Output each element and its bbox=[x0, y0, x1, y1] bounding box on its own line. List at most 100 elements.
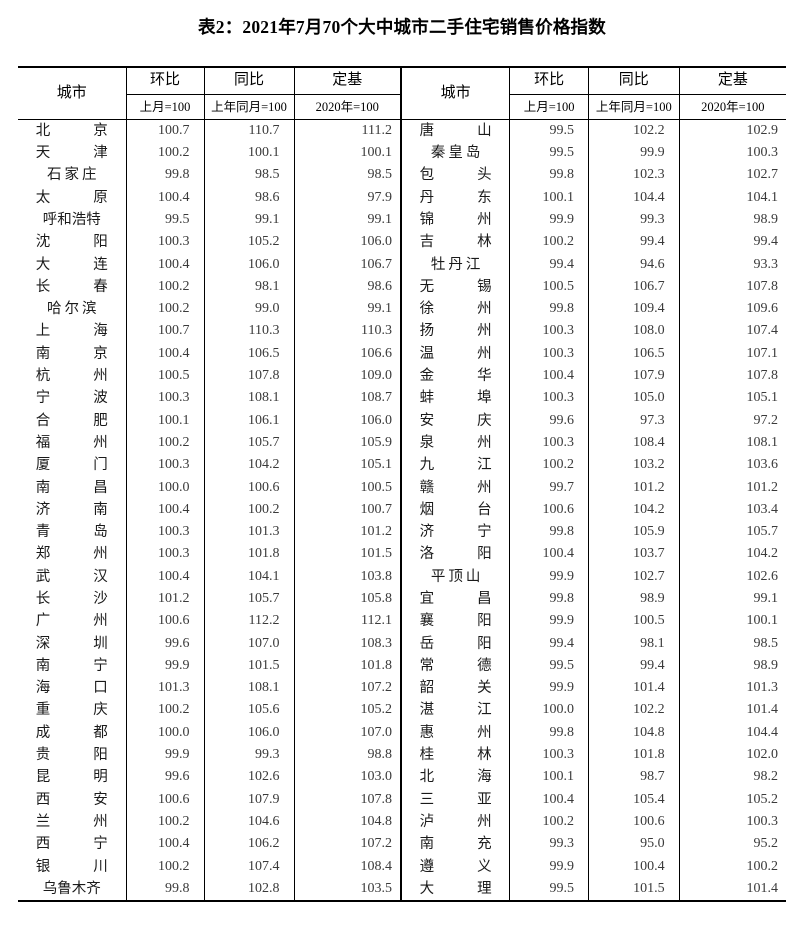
cell-mom: 100.2 bbox=[126, 142, 205, 165]
cell-base: 105.2 bbox=[746, 791, 779, 807]
cell-mom: 99.8 bbox=[509, 521, 589, 544]
cell-city: 合肥 bbox=[18, 409, 127, 432]
cell-mom: 99.9 bbox=[509, 855, 589, 878]
cell-yoy: 105.4 bbox=[588, 788, 680, 811]
table-row: 襄阳 99.9 100.5 100.1 bbox=[401, 610, 786, 633]
cell-yoy: 106.5 bbox=[588, 342, 680, 366]
cell-yoy: 108.1 bbox=[204, 387, 295, 410]
cell-yoy: 99.9 bbox=[588, 142, 680, 165]
cell-mom: 100.6 bbox=[509, 498, 589, 522]
cell-mom: 100.4 bbox=[126, 498, 205, 522]
table-row: 厦门 100.3 104.2 105.1 bbox=[18, 454, 400, 477]
cell-mom: 101.3 bbox=[126, 677, 205, 700]
cell-mom: 99.5 bbox=[509, 877, 589, 903]
table-row: 银川 100.2 107.4 108.4 bbox=[18, 855, 400, 878]
table-row: 洛阳 100.4 103.7 104.2 bbox=[401, 543, 786, 566]
cell-base: 100.5 bbox=[360, 479, 393, 495]
cell-base: 102.6 bbox=[746, 568, 779, 584]
cell-base: 112.1 bbox=[361, 613, 392, 629]
cell-city: 南昌 bbox=[18, 476, 127, 499]
cell-city: 包头 bbox=[401, 164, 511, 187]
cell-base: 106.6 bbox=[360, 345, 393, 361]
table-row: 遵义 99.9 100.4 100.2 bbox=[401, 855, 786, 878]
cell-base: 98.8 bbox=[367, 747, 393, 763]
table-row: 包头 99.8 102.3 102.7 bbox=[401, 164, 786, 187]
cell-mom: 99.5 bbox=[126, 208, 205, 232]
cell-mom: 99.9 bbox=[509, 610, 589, 633]
cell-yoy: 102.3 bbox=[588, 164, 680, 187]
cell-city: 北京 bbox=[18, 119, 127, 143]
cell-city: 南充 bbox=[401, 833, 511, 856]
cell-base: 105.8 bbox=[360, 590, 393, 606]
table-row: 长沙 101.2 105.7 105.8 bbox=[18, 587, 400, 611]
cell-city: 徐州 bbox=[401, 298, 511, 321]
cell-city: 常德 bbox=[401, 654, 511, 678]
cell-mom: 99.8 bbox=[509, 298, 589, 321]
cell-mom: 100.2 bbox=[509, 231, 589, 254]
cell-mom: 99.6 bbox=[126, 766, 205, 789]
cell-city: 太原 bbox=[18, 186, 127, 209]
cell-yoy: 98.5 bbox=[204, 164, 295, 187]
cell-base: 106.0 bbox=[360, 234, 393, 250]
table-row: 安庆 99.6 97.3 97.2 bbox=[401, 409, 786, 432]
cell-mom: 99.8 bbox=[509, 721, 589, 745]
cell-city: 吉林 bbox=[401, 231, 511, 254]
table-row: 宜昌 99.8 98.9 99.1 bbox=[401, 587, 786, 611]
cell-mom: 99.9 bbox=[126, 744, 205, 767]
cell-base: 105.9 bbox=[360, 434, 393, 450]
cell-city: 上海 bbox=[18, 320, 127, 343]
cell-city: 西安 bbox=[18, 788, 127, 811]
table-row: 大连 100.4 106.0 106.7 bbox=[18, 253, 400, 276]
table-row: 扬州 100.3 108.0 107.4 bbox=[401, 320, 786, 343]
cell-city: 西宁 bbox=[18, 833, 127, 856]
cell-base: 98.2 bbox=[753, 769, 779, 785]
cell-base: 104.4 bbox=[746, 724, 779, 740]
cell-city: 沈阳 bbox=[18, 231, 127, 254]
column-header-group-base: 定基 bbox=[679, 65, 786, 95]
cell-city: 长春 bbox=[18, 275, 127, 299]
table-row: 惠州 99.8 104.8 104.4 bbox=[401, 721, 786, 745]
cell-base: 101.2 bbox=[746, 479, 779, 495]
cell-city: 三亚 bbox=[401, 788, 511, 811]
table-row: 重庆 100.2 105.6 105.2 bbox=[18, 699, 400, 722]
cell-yoy: 104.8 bbox=[588, 721, 680, 745]
table-row: 唐山 99.5 102.2 102.9 bbox=[401, 119, 786, 143]
cell-base: 95.2 bbox=[753, 836, 779, 852]
cell-base: 93.3 bbox=[753, 256, 779, 272]
cell-mom: 99.9 bbox=[509, 677, 589, 700]
cell-city: 九江 bbox=[401, 454, 511, 477]
table-row: 湛江 100.0 102.2 101.4 bbox=[401, 699, 786, 722]
cell-base: 98.9 bbox=[753, 657, 779, 673]
cell-yoy: 97.3 bbox=[588, 409, 680, 432]
table-row: 天津 100.2 100.1 100.1 bbox=[18, 142, 400, 165]
table-row: 三亚 100.4 105.4 105.2 bbox=[401, 788, 786, 811]
table-row: 温州 100.3 106.5 107.1 bbox=[401, 342, 786, 366]
cell-base: 100.1 bbox=[360, 145, 393, 161]
cell-city: 丹东 bbox=[401, 186, 511, 209]
table-row: 南昌 100.0 100.6 100.5 bbox=[18, 476, 400, 499]
cell-yoy: 104.2 bbox=[588, 498, 680, 522]
cell-city: 洛阳 bbox=[401, 543, 511, 566]
column-subheader-base: 2020年=100 bbox=[294, 94, 400, 120]
cell-base: 111.2 bbox=[361, 122, 392, 138]
cell-mom: 101.2 bbox=[126, 587, 205, 611]
price-index-table-left: 城市 环比 同比 定基 上月=100 上年同月=100 2020年=100 北京… bbox=[18, 65, 400, 903]
cell-mom: 99.4 bbox=[509, 632, 589, 655]
column-header-city: 城市 bbox=[401, 65, 511, 120]
cell-yoy: 106.0 bbox=[204, 253, 295, 276]
cell-mom: 100.7 bbox=[126, 119, 205, 143]
cell-mom: 99.8 bbox=[126, 877, 205, 903]
cell-mom: 100.3 bbox=[126, 454, 205, 477]
cell-yoy: 106.1 bbox=[204, 409, 295, 432]
cell-yoy: 99.0 bbox=[204, 298, 295, 321]
cell-city: 泉州 bbox=[401, 431, 511, 455]
cell-city: 牡丹江 bbox=[401, 253, 511, 276]
cell-mom: 100.3 bbox=[509, 431, 589, 455]
cell-mom: 100.4 bbox=[126, 253, 205, 276]
cell-mom: 100.0 bbox=[126, 721, 205, 745]
cell-base: 98.6 bbox=[367, 278, 393, 294]
cell-base: 105.1 bbox=[360, 457, 393, 473]
cell-yoy: 94.6 bbox=[588, 253, 680, 276]
column-header-group-yoy: 同比 bbox=[204, 65, 295, 95]
cell-yoy: 107.0 bbox=[204, 632, 295, 655]
